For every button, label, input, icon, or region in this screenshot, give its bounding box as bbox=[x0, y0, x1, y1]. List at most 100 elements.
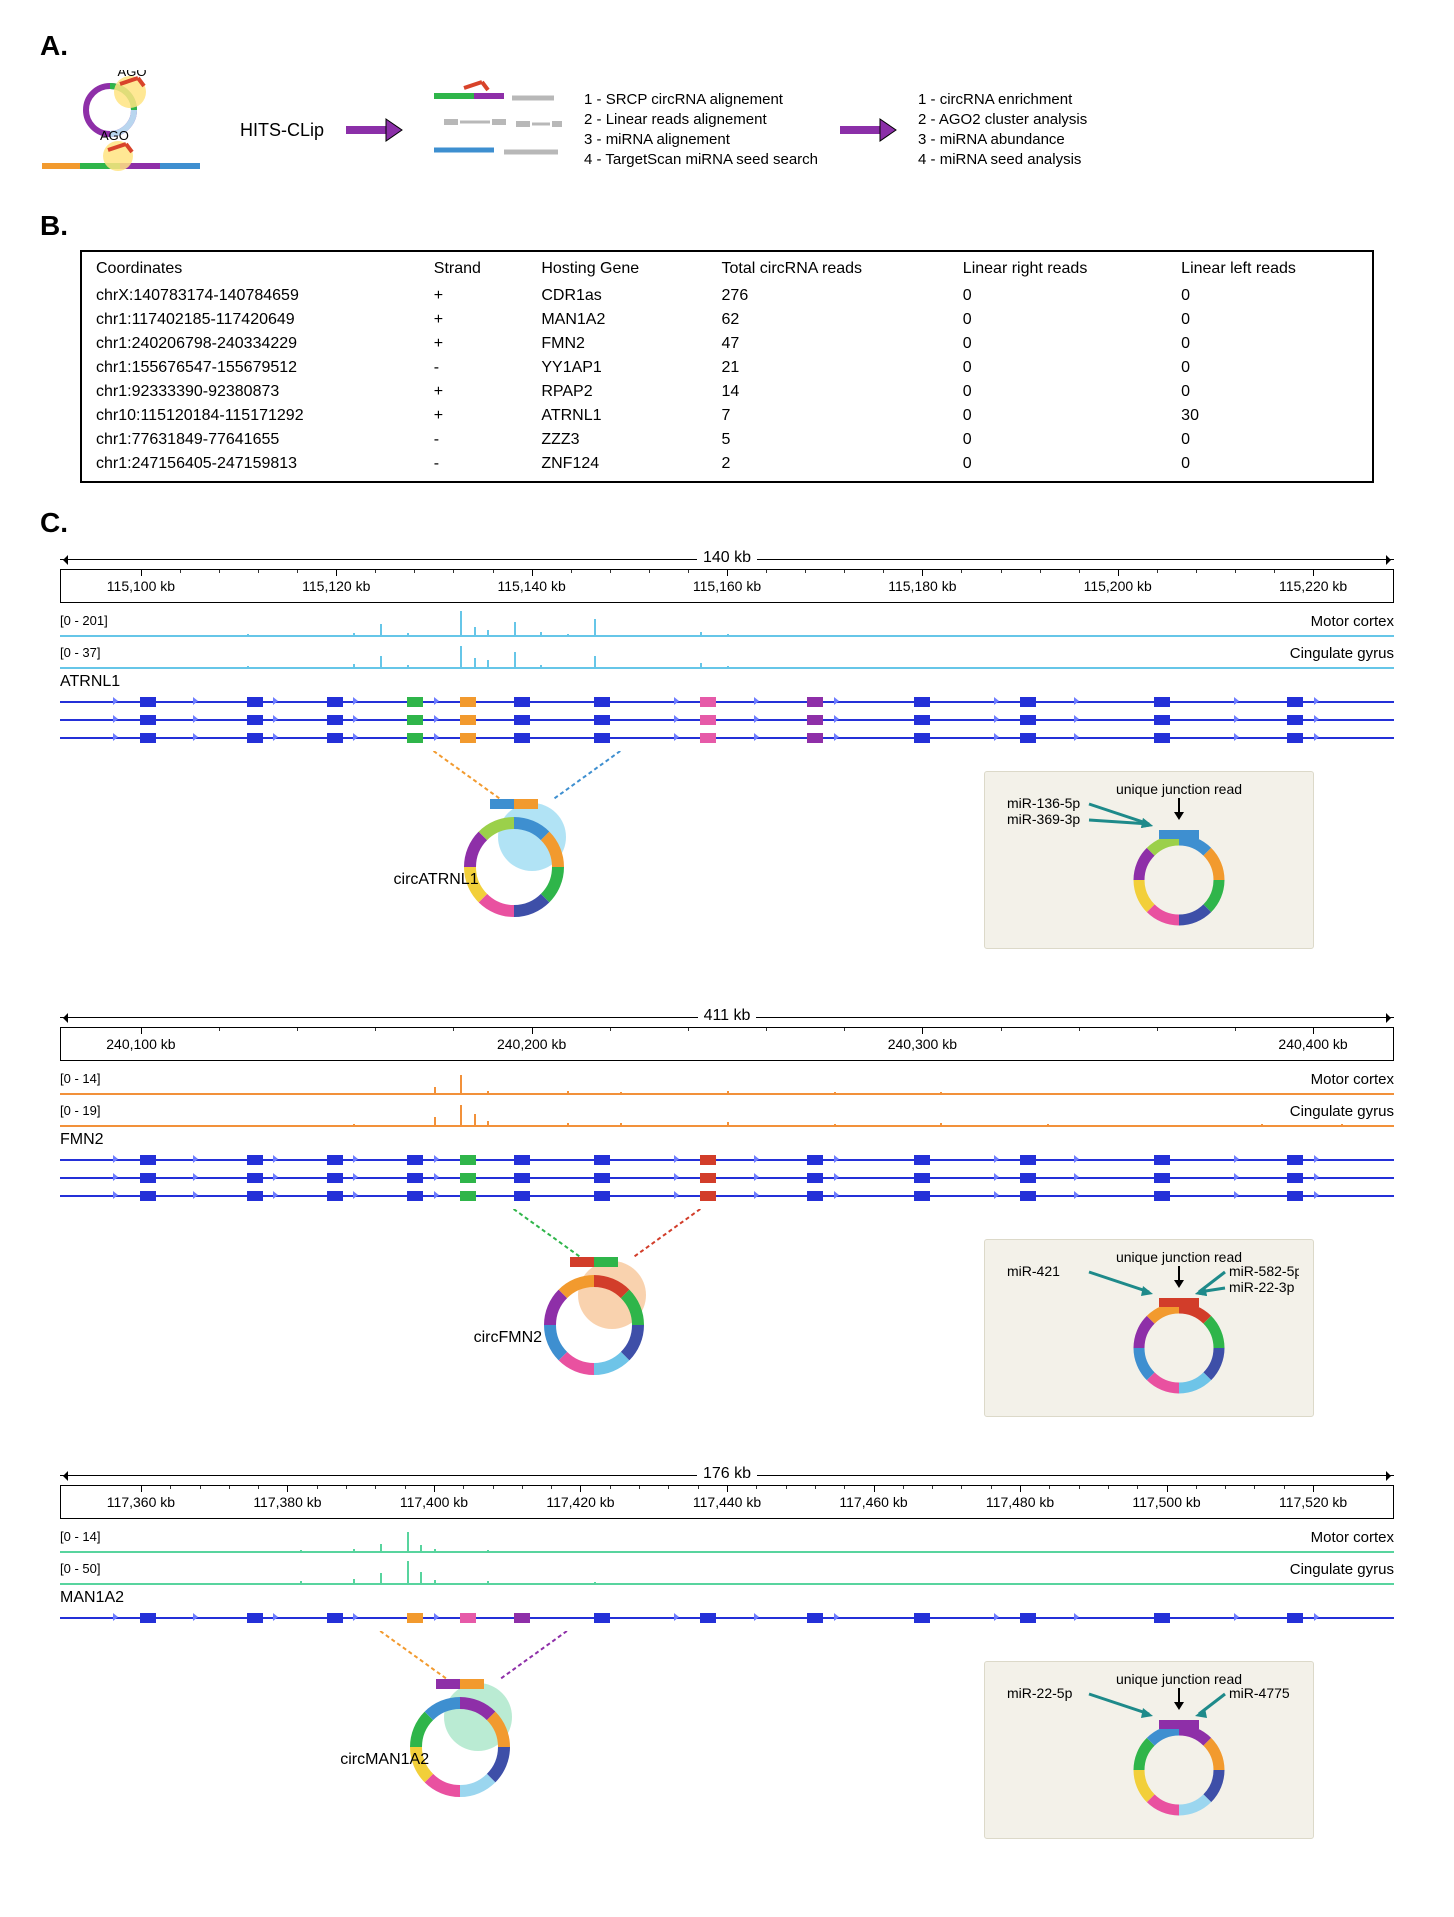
coverage-track: [0 - 37] Cingulate gyrus bbox=[60, 641, 1394, 669]
coverage-track: [0 - 14] Motor cortex bbox=[60, 1525, 1394, 1553]
tick-label: 117,420 kb bbox=[546, 1494, 614, 1510]
panel-b-content: CoordinatesStrandHosting GeneTotal circR… bbox=[80, 250, 1374, 483]
panel-c-label: C. bbox=[40, 507, 1414, 539]
coverage-range: [0 - 14] bbox=[60, 1071, 100, 1086]
table-row: chr10:115120184-115171292+ATRNL17030 bbox=[81, 404, 1373, 428]
tick-label: 115,180 kb bbox=[888, 578, 956, 594]
table-row: chr1:155676547-155679512-YY1AP12100 bbox=[81, 356, 1373, 380]
ruler: 117,360 kb 117,380 kb 117,400 kb 117,420 kb… bbox=[60, 1485, 1394, 1519]
coverage-range: [0 - 50] bbox=[60, 1561, 100, 1576]
tick-label: 117,380 kb bbox=[253, 1494, 321, 1510]
reads-diagram bbox=[424, 80, 564, 180]
table-header: Strand bbox=[420, 251, 528, 284]
coverage-track: [0 - 14] Motor cortex bbox=[60, 1067, 1394, 1095]
list-item: 4 - TargetScan miRNA seed search bbox=[584, 150, 818, 170]
mirna-inset: unique junction readmiR-136-5pmiR-369-3p bbox=[984, 771, 1314, 949]
circrna-icon bbox=[390, 1671, 530, 1811]
tick-label: 117,500 kb bbox=[1132, 1494, 1200, 1510]
table-cell: + bbox=[420, 284, 528, 308]
tick-label: 117,400 kb bbox=[400, 1494, 468, 1510]
gene-model-row bbox=[60, 1189, 1394, 1203]
table-cell: 5 bbox=[708, 428, 949, 452]
tick-label: 117,460 kb bbox=[839, 1494, 907, 1510]
table-cell: ZZZ3 bbox=[527, 428, 707, 452]
table-cell: + bbox=[420, 380, 528, 404]
table-row: chr1:92333390-92380873+RPAP21400 bbox=[81, 380, 1373, 404]
list-item: 1 - SRCP circRNA alignement bbox=[584, 90, 818, 110]
tick-label: 117,360 kb bbox=[107, 1494, 175, 1510]
tick-label: 115,220 kb bbox=[1279, 578, 1347, 594]
circrna-table: CoordinatesStrandHosting GeneTotal circR… bbox=[80, 250, 1374, 483]
list-item: 3 - miRNA abundance bbox=[918, 130, 1087, 150]
tick-label: 240,200 kb bbox=[497, 1036, 566, 1052]
analysis-list-right: 1 - circRNA enrichment 2 - AGO2 cluster … bbox=[918, 90, 1087, 171]
table-cell: ZNF124 bbox=[527, 452, 707, 482]
tick-label: 117,440 kb bbox=[693, 1494, 761, 1510]
table-cell: 0 bbox=[949, 332, 1167, 356]
ago-label-2: AGO bbox=[100, 128, 129, 143]
panel-b: B. CoordinatesStrandHosting GeneTotal ci… bbox=[40, 210, 1414, 483]
table-cell: 0 bbox=[949, 308, 1167, 332]
circrna-icon bbox=[444, 791, 584, 931]
table-cell: 0 bbox=[949, 428, 1167, 452]
coverage-track: [0 - 50] Cingulate gyrus bbox=[60, 1557, 1394, 1585]
ago-diagram: AGO AGO bbox=[40, 70, 220, 190]
span-label: 411 kb bbox=[698, 1007, 757, 1025]
hits-clip-label: HITS-CLip bbox=[240, 120, 324, 141]
svg-text:unique junction read: unique junction read bbox=[1116, 1249, 1242, 1265]
table-cell: MAN1A2 bbox=[527, 308, 707, 332]
gene-name: MAN1A2 bbox=[60, 1589, 1386, 1607]
span-label: 140 kb bbox=[697, 549, 757, 567]
circrna-icon bbox=[524, 1249, 664, 1389]
table-cell: 7 bbox=[708, 404, 949, 428]
table-cell: 2 bbox=[708, 452, 949, 482]
svg-text:miR-22-5p: miR-22-5p bbox=[1007, 1685, 1073, 1701]
table-cell: chr1:77631849-77641655 bbox=[81, 428, 420, 452]
analysis-list-left: 1 - SRCP circRNA alignement 2 - Linear r… bbox=[584, 90, 818, 171]
coverage-label: Motor cortex bbox=[1311, 1529, 1394, 1546]
tick-label: 115,100 kb bbox=[107, 578, 175, 594]
table-row: chrX:140783174-140784659+CDR1as27600 bbox=[81, 284, 1373, 308]
gene-model-row bbox=[60, 1171, 1394, 1185]
coverage-range: [0 - 37] bbox=[60, 645, 100, 660]
table-cell: 0 bbox=[949, 452, 1167, 482]
coverage-label: Cingulate gyrus bbox=[1290, 1561, 1394, 1578]
svg-text:miR-582-5p: miR-582-5p bbox=[1229, 1263, 1299, 1279]
circrna-name: circMAN1A2 bbox=[340, 1751, 429, 1769]
table-cell: 47 bbox=[708, 332, 949, 356]
list-item: 1 - circRNA enrichment bbox=[918, 90, 1087, 110]
table-cell: - bbox=[420, 428, 528, 452]
table-cell: CDR1as bbox=[527, 284, 707, 308]
tick-label: 115,160 kb bbox=[693, 578, 761, 594]
table-cell: + bbox=[420, 332, 528, 356]
table-cell: - bbox=[420, 452, 528, 482]
circrna-name: circFMN2 bbox=[474, 1329, 542, 1347]
gene-name: FMN2 bbox=[60, 1131, 1386, 1149]
table-cell: 0 bbox=[1167, 284, 1373, 308]
panel-a: A. AGO AGO HITS-CLip bbox=[40, 30, 1414, 190]
coverage-label: Cingulate gyrus bbox=[1290, 645, 1394, 662]
table-row: chr1:117402185-117420649+MAN1A26200 bbox=[81, 308, 1373, 332]
table-header: Total circRNA reads bbox=[708, 251, 949, 284]
gene-name: ATRNL1 bbox=[60, 673, 1386, 691]
table-cell: chr1:155676547-155679512 bbox=[81, 356, 420, 380]
coverage-label: Motor cortex bbox=[1311, 613, 1394, 630]
panel-c-content: 140 kb 115,100 kb115,120 kb115,140 kb115… bbox=[40, 549, 1414, 1841]
coverage-track: [0 - 201] Motor cortex bbox=[60, 609, 1394, 637]
tick-label: 115,120 kb bbox=[302, 578, 370, 594]
table-cell: chr1:92333390-92380873 bbox=[81, 380, 420, 404]
arrow-1 bbox=[344, 115, 404, 145]
span-label: 176 kb bbox=[697, 1465, 757, 1483]
table-cell: chr1:247156405-247159813 bbox=[81, 452, 420, 482]
table-cell: 0 bbox=[949, 284, 1167, 308]
table-cell: 0 bbox=[949, 404, 1167, 428]
tick-label: 117,480 kb bbox=[986, 1494, 1054, 1510]
table-row: chr1:77631849-77641655-ZZZ3500 bbox=[81, 428, 1373, 452]
table-cell: RPAP2 bbox=[527, 380, 707, 404]
tick-label: 240,100 kb bbox=[106, 1036, 175, 1052]
table-cell: + bbox=[420, 308, 528, 332]
circ-wrap: circATRNL1unique junction readmiR-136-5p… bbox=[60, 751, 1394, 961]
svg-text:miR-22-3p: miR-22-3p bbox=[1229, 1279, 1295, 1295]
ruler: 240,100 kb240,200 kb240,300 kb240,400 kb bbox=[60, 1027, 1394, 1061]
table-header: Hosting Gene bbox=[527, 251, 707, 284]
